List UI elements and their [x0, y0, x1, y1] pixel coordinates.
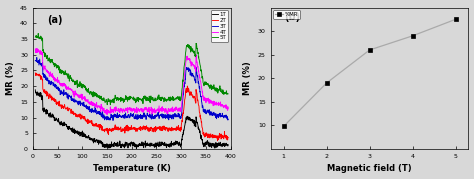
- %MR: [281, 125, 286, 127]
- 2T: [179, 122, 184, 124]
- %MR: [324, 82, 329, 84]
- Line: 3T: 3T: [36, 57, 228, 120]
- 5T: [104, 104, 110, 106]
- 4T: [225, 108, 231, 110]
- 1T: [155, 144, 161, 146]
- %MR: [453, 18, 458, 20]
- X-axis label: Magnetic field (T): Magnetic field (T): [327, 165, 412, 173]
- 2T: [149, 130, 155, 132]
- 5T: [36, 32, 41, 35]
- 4T: [45, 70, 50, 72]
- Text: (a): (a): [47, 15, 62, 25]
- 4T: [34, 47, 40, 50]
- 4T: [145, 109, 151, 111]
- 3T: [33, 59, 38, 61]
- 4T: [199, 88, 205, 91]
- 3T: [225, 118, 231, 120]
- 3T: [110, 119, 116, 122]
- 2T: [33, 72, 38, 74]
- 1T: [134, 148, 139, 150]
- 1T: [44, 112, 50, 115]
- 5T: [150, 96, 155, 99]
- 1T: [145, 142, 150, 144]
- Line: 4T: 4T: [36, 49, 228, 114]
- 4T: [150, 110, 155, 112]
- 3T: [199, 101, 205, 104]
- %MR: [410, 35, 415, 37]
- 2T: [215, 140, 220, 142]
- 1T: [150, 145, 155, 147]
- %MR: [367, 49, 373, 51]
- 3T: [145, 114, 151, 116]
- 2T: [155, 127, 161, 130]
- 3T: [156, 114, 162, 116]
- 2T: [145, 129, 150, 131]
- 1T: [225, 143, 231, 146]
- 5T: [199, 73, 205, 75]
- 5T: [156, 98, 162, 100]
- Line: 1T: 1T: [36, 90, 228, 149]
- Line: 5T: 5T: [36, 33, 228, 105]
- 5T: [33, 36, 38, 38]
- 1T: [33, 89, 38, 91]
- Y-axis label: MR (%): MR (%): [6, 61, 15, 95]
- Line: %MR: %MR: [281, 17, 458, 129]
- 4T: [179, 100, 185, 103]
- 1T: [199, 138, 204, 140]
- 3T: [34, 56, 40, 59]
- Legend: %MR: %MR: [273, 10, 301, 19]
- 1T: [179, 138, 185, 140]
- Legend: 1T, 2T, 3T, 4T, 5T: 1T, 2T, 3T, 4T, 5T: [210, 10, 228, 42]
- Y-axis label: MR (%): MR (%): [244, 61, 253, 95]
- 5T: [145, 97, 151, 100]
- 4T: [33, 48, 38, 50]
- 5T: [225, 93, 231, 95]
- 2T: [225, 136, 231, 139]
- Text: (b): (b): [284, 12, 301, 22]
- 4T: [104, 113, 110, 115]
- 5T: [179, 88, 185, 90]
- X-axis label: Temperature (K): Temperature (K): [93, 165, 171, 173]
- 3T: [179, 107, 185, 109]
- 3T: [150, 115, 155, 117]
- 2T: [199, 121, 204, 124]
- Line: 2T: 2T: [36, 73, 228, 141]
- 4T: [156, 108, 162, 110]
- 2T: [44, 91, 50, 93]
- 3T: [45, 79, 50, 82]
- 5T: [45, 54, 50, 57]
